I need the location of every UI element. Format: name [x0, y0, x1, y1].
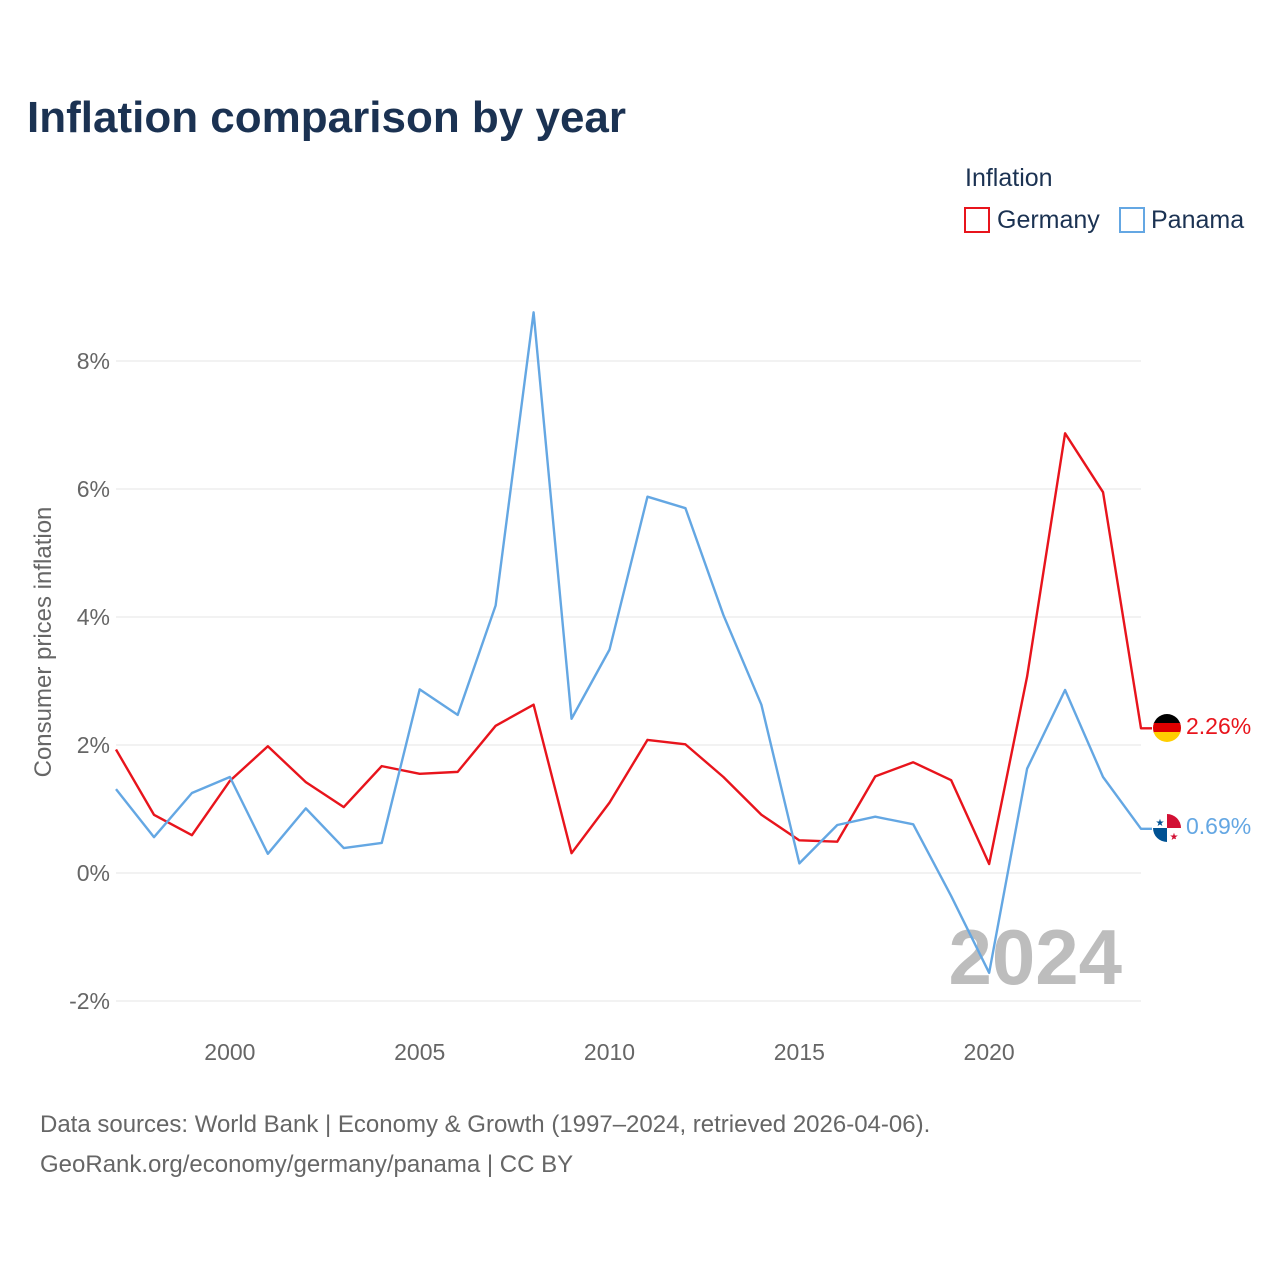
legend-swatch-panama[interactable]: [1119, 207, 1145, 233]
legend: Inflation Germany Panama: [964, 164, 1244, 234]
x-tick-label: 2005: [394, 1039, 445, 1065]
source-note: Data sources: World Bank | Economy & Gro…: [40, 1111, 930, 1178]
end-label-panama: 0.69%: [1186, 813, 1251, 839]
panama-flag-icon: ★ ★: [1153, 814, 1181, 843]
series-line-germany[interactable]: [114, 432, 1152, 866]
x-axis-ticks: 2000 2005 2010 2015 2020: [204, 1039, 1014, 1065]
y-axis-ticks: -2% 0% 2% 4% 6% 8%: [69, 348, 110, 1014]
legend-swatch-germany[interactable]: [964, 207, 990, 233]
series-line-panama[interactable]: [115, 311, 1152, 975]
y-tick-label: 6%: [77, 476, 110, 502]
end-markers: ★ ★ 2.26% 0.69%: [1153, 713, 1251, 843]
x-tick-label: 2000: [204, 1039, 255, 1065]
y-tick-label: 0%: [77, 860, 110, 886]
y-tick-label: 4%: [77, 604, 110, 630]
end-label-germany: 2.26%: [1186, 713, 1251, 739]
x-tick-label: 2010: [584, 1039, 635, 1065]
x-tick-label: 2020: [964, 1039, 1015, 1065]
series-lines: [114, 311, 1152, 975]
legend-label-panama[interactable]: Panama: [1151, 206, 1244, 234]
x-tick-label: 2015: [774, 1039, 825, 1065]
y-axis-label: Consumer prices inflation: [30, 507, 57, 778]
legend-label-germany[interactable]: Germany: [997, 206, 1100, 234]
source-line-1: Data sources: World Bank | Economy & Gro…: [40, 1111, 930, 1138]
chart-title: Inflation comparison by year: [27, 93, 626, 142]
source-line-2[interactable]: GeoRank.org/economy/germany/panama | CC …: [40, 1151, 573, 1178]
y-tick-label: -2%: [69, 988, 110, 1014]
gridlines: [116, 360, 1141, 1002]
legend-title: Inflation: [965, 164, 1053, 192]
svg-text:★: ★: [1170, 832, 1179, 843]
germany-flag-icon: [1153, 714, 1181, 742]
year-watermark: 2024: [948, 913, 1122, 1001]
y-tick-label: 8%: [77, 348, 110, 374]
svg-text:★: ★: [1156, 818, 1165, 829]
y-tick-label: 2%: [77, 732, 110, 758]
